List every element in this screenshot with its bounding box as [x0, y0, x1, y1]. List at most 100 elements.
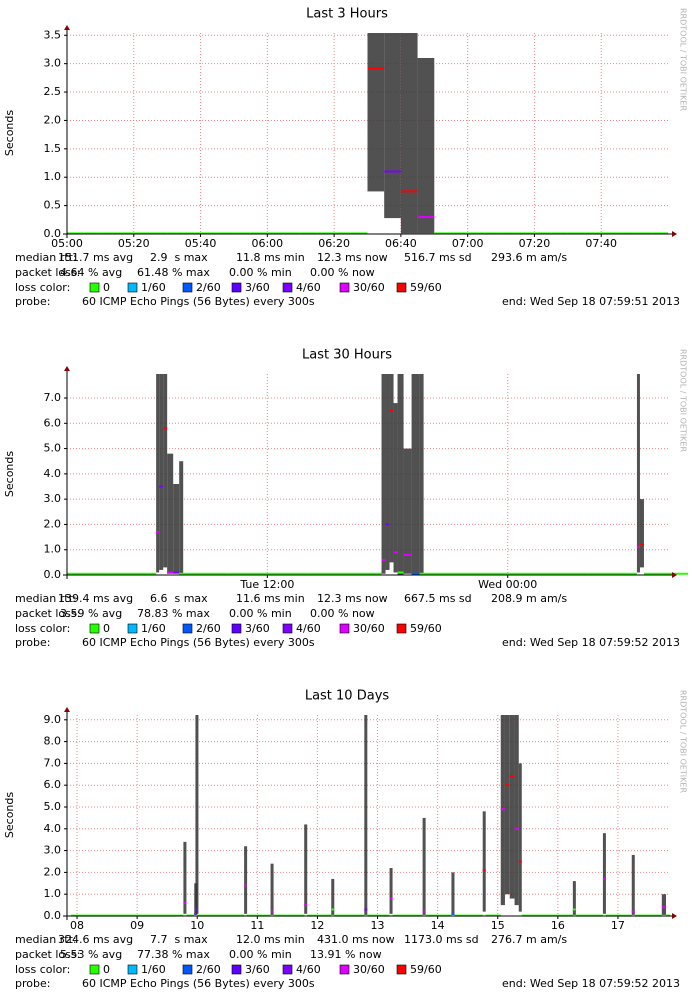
probe-text: 60 ICMP Echo Pings (56 Bytes) every 300s — [82, 295, 315, 308]
y-tick-label: 5.0 — [44, 800, 62, 813]
smoke — [381, 374, 386, 574]
stat-label: median rtt: — [15, 933, 77, 946]
smoke — [504, 715, 510, 895]
y-tick-label: 1.0 — [44, 887, 62, 900]
stat-value: 4.64 % avg — [60, 266, 122, 279]
chart-title: Last 30 Hours — [302, 348, 392, 363]
legend-label: 2/60 — [196, 963, 221, 976]
watermark: RRDTOOL / TOBI OETIKER — [679, 349, 688, 452]
smoke — [389, 374, 394, 563]
stat-value: 293.6 m am/s — [491, 251, 567, 264]
probe-label: probe: — [15, 636, 50, 649]
legend-swatch — [231, 623, 242, 634]
x-tick-label: 17 — [611, 919, 625, 932]
smoke — [384, 33, 401, 219]
smoke — [389, 868, 393, 914]
y-tick-label: 0.0 — [44, 909, 62, 922]
stat-value: 2.9 s max — [150, 251, 208, 264]
legend-label: 3/60 — [245, 622, 270, 635]
y-tick-label: 4.0 — [44, 467, 62, 480]
chart-title: Last 3 Hours — [306, 7, 388, 22]
smoke — [419, 374, 424, 575]
y-axis-label: Seconds — [3, 110, 16, 156]
y-tick-label: 3.0 — [44, 57, 62, 70]
stat-value: 78.83 % max — [137, 607, 210, 620]
smoke — [167, 453, 174, 574]
x-tick-label: 05:40 — [185, 237, 217, 250]
legend-label: 0 — [103, 963, 110, 976]
y-tick-label: 0.0 — [44, 227, 62, 240]
probe-label: probe: — [15, 295, 50, 308]
smoke — [602, 833, 606, 914]
x-tick-label: 15 — [491, 919, 505, 932]
smoke — [482, 811, 486, 912]
y-tick-label: 4.0 — [44, 822, 62, 835]
chart-panel: Last 3 Hours RRDTOOL / TOBI OETIKER Second… — [3, 7, 688, 309]
smoke — [514, 715, 519, 906]
stat-value: 7.7 s max — [150, 933, 208, 946]
watermark: RRDTOOL / TOBI OETIKER — [679, 690, 688, 793]
x-tick-label: 11 — [250, 919, 264, 932]
x-tick-label: 10 — [190, 919, 204, 932]
axis-arrow — [64, 366, 70, 371]
legend-label: 1/60 — [141, 281, 166, 294]
smoke — [159, 374, 164, 570]
smoke — [393, 403, 398, 573]
x-tick-label: Tue 12:00 — [239, 578, 294, 591]
stat-value: 12.3 ms now — [317, 251, 388, 264]
y-tick-label: 3.5 — [44, 28, 62, 41]
legend-swatch — [182, 282, 193, 293]
legend-label: 2/60 — [196, 622, 221, 635]
axis-arrow — [672, 572, 677, 578]
legend-swatch — [231, 964, 242, 975]
stat-value: 6.6 s max — [150, 592, 208, 605]
probe-text: 60 ICMP Echo Pings (56 Bytes) every 300s — [82, 977, 315, 990]
legend-swatch — [396, 964, 407, 975]
x-tick-label: Wed 00:00 — [478, 578, 537, 591]
smoke — [179, 461, 184, 575]
legend-swatch — [396, 623, 407, 634]
smoke — [639, 499, 644, 568]
legend-label: 0 — [103, 281, 110, 294]
y-tick-label: 5.0 — [44, 442, 62, 455]
y-tick-label: 1.5 — [44, 142, 62, 155]
smoke — [518, 763, 522, 912]
y-tick-label: 9.0 — [44, 713, 62, 726]
smoke — [636, 374, 640, 573]
stat-value: 11.6 ms min — [236, 592, 305, 605]
stat-label: packet loss: — [15, 607, 80, 620]
stat-value: 667.5 ms sd — [404, 592, 472, 605]
smoke — [163, 374, 168, 568]
y-axis-label: Seconds — [3, 451, 16, 497]
stat-label: packet loss: — [15, 948, 80, 961]
smoke — [331, 878, 335, 915]
smoke — [195, 715, 199, 914]
stat-value: 77.38 % max — [137, 948, 210, 961]
legend-swatch — [339, 964, 350, 975]
smoke — [385, 374, 390, 570]
smoke — [411, 374, 420, 575]
smoke — [270, 863, 274, 915]
stat-value: 208.9 m am/s — [491, 592, 567, 605]
axis-arrow — [672, 231, 677, 237]
smoke — [417, 57, 435, 234]
stat-value: 61.48 % max — [137, 266, 210, 279]
probe-text: 60 ICMP Echo Pings (56 Bytes) every 300s — [82, 636, 315, 649]
legend-swatch — [339, 282, 350, 293]
y-tick-label: 1.0 — [44, 170, 62, 183]
y-tick-label: 2.5 — [44, 85, 62, 98]
legend-label: 1/60 — [141, 622, 166, 635]
legend-label: 59/60 — [410, 963, 442, 976]
y-tick-label: 6.0 — [44, 778, 62, 791]
stat-value: 1173.0 ms sd — [404, 933, 479, 946]
stat-value: 0.00 % min — [229, 607, 292, 620]
smoke — [509, 715, 515, 899]
chart-title: Last 10 Days — [305, 689, 390, 704]
stat-value: 3.59 % avg — [60, 607, 122, 620]
smoke — [367, 33, 385, 192]
smoke — [661, 894, 667, 915]
legend-swatch — [89, 964, 100, 975]
legend-swatch — [182, 623, 193, 634]
stat-value: 324.6 ms avg — [58, 933, 133, 946]
legend-label: 59/60 — [410, 622, 442, 635]
